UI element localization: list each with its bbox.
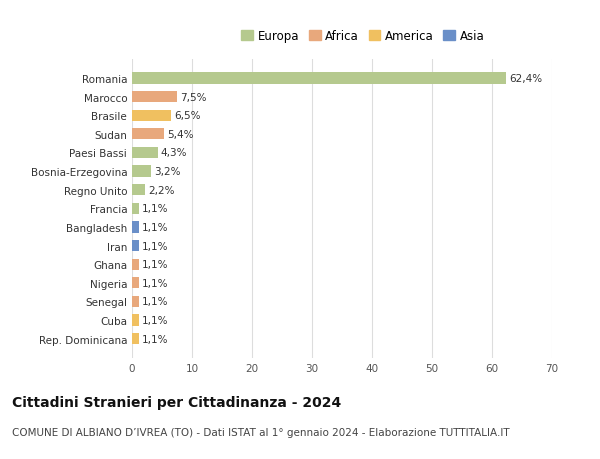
Text: 1,1%: 1,1% xyxy=(142,260,168,269)
Bar xyxy=(132,166,151,177)
Text: 1,1%: 1,1% xyxy=(142,223,168,232)
Text: 6,5%: 6,5% xyxy=(174,111,200,121)
Text: 1,1%: 1,1% xyxy=(142,297,168,307)
Text: 62,4%: 62,4% xyxy=(509,74,542,84)
Text: Cittadini Stranieri per Cittadinanza - 2024: Cittadini Stranieri per Cittadinanza - 2… xyxy=(12,395,341,409)
Bar xyxy=(132,278,139,289)
Text: 7,5%: 7,5% xyxy=(180,92,206,102)
Bar xyxy=(132,203,139,214)
Text: 1,1%: 1,1% xyxy=(142,241,168,251)
Text: 1,1%: 1,1% xyxy=(142,204,168,214)
Bar xyxy=(132,92,177,103)
Text: 3,2%: 3,2% xyxy=(154,167,181,177)
Text: 1,1%: 1,1% xyxy=(142,278,168,288)
Bar xyxy=(132,73,506,84)
Bar xyxy=(132,241,139,252)
Text: 1,1%: 1,1% xyxy=(142,315,168,325)
Bar xyxy=(132,333,139,344)
Bar xyxy=(132,259,139,270)
Bar xyxy=(132,129,164,140)
Text: 2,2%: 2,2% xyxy=(148,185,175,195)
Bar xyxy=(132,315,139,326)
Text: 1,1%: 1,1% xyxy=(142,334,168,344)
Bar xyxy=(132,296,139,308)
Bar xyxy=(132,147,158,159)
Text: 5,4%: 5,4% xyxy=(167,129,194,140)
Bar xyxy=(132,222,139,233)
Bar xyxy=(132,110,171,122)
Text: 4,3%: 4,3% xyxy=(161,148,187,158)
Legend: Europa, Africa, America, Asia: Europa, Africa, America, Asia xyxy=(241,30,485,43)
Bar xyxy=(132,185,145,196)
Text: COMUNE DI ALBIANO D’IVREA (TO) - Dati ISTAT al 1° gennaio 2024 - Elaborazione TU: COMUNE DI ALBIANO D’IVREA (TO) - Dati IS… xyxy=(12,427,509,437)
